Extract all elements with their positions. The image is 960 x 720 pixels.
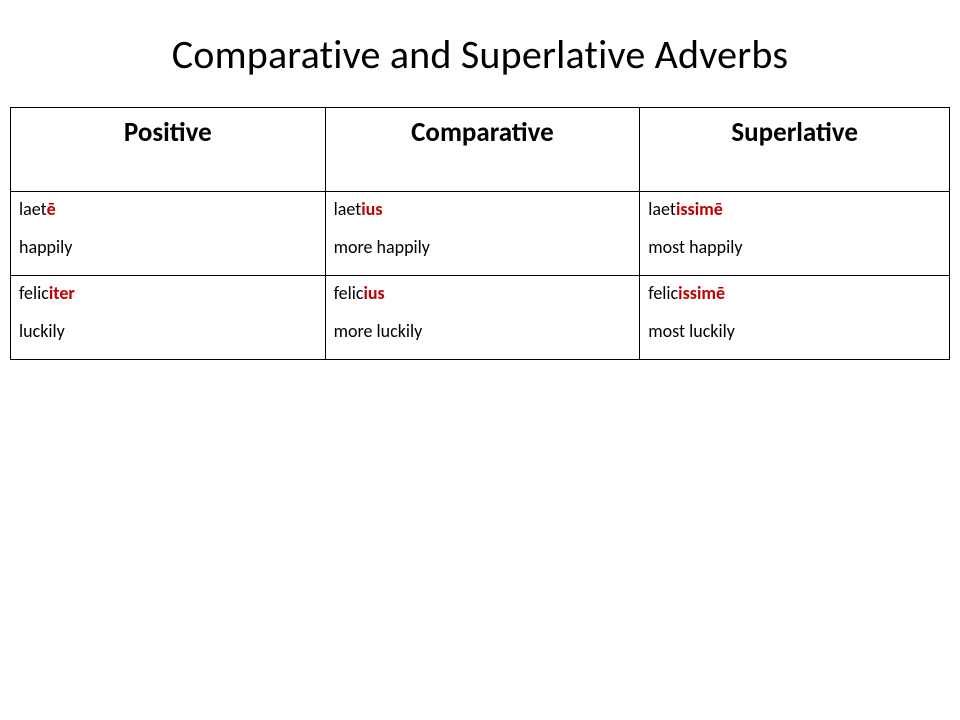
table-header-row: Positive Comparative Superlative [11,108,950,192]
cell-superlative: laetissimē most happily [640,192,950,276]
stem: laet [334,198,362,220]
latin-word: felicissimē [648,282,941,304]
stem: felic [648,282,678,304]
latin-word: feliciter [19,282,317,304]
latin-word: laetius [334,198,632,220]
cell-positive: feliciter luckily [11,276,326,360]
stem: felic [19,282,49,304]
stem: felic [334,282,364,304]
suffix: ius [363,282,384,304]
col-header-positive: Positive [11,108,326,192]
suffix: iter [49,282,75,304]
english-gloss: most happily [648,236,941,258]
english-gloss: more happily [334,236,632,258]
latin-word: laetē [19,198,317,220]
cell-comparative: laetius more happily [325,192,640,276]
latin-word: laetissimē [648,198,941,220]
adverb-table: Positive Comparative Superlative laetē h… [10,107,950,360]
col-header-comparative: Comparative [325,108,640,192]
cell-comparative: felicius more luckily [325,276,640,360]
slide: Comparative and Superlative Adverbs Posi… [0,0,960,720]
suffix: issimē [678,282,725,304]
latin-word: felicius [334,282,632,304]
suffix: ius [361,198,382,220]
english-gloss: happily [19,236,317,258]
col-header-superlative: Superlative [640,108,950,192]
english-gloss: luckily [19,320,317,342]
table-row: laetē happily laetius more happily laeti… [11,192,950,276]
stem: laet [648,198,676,220]
table-row: feliciter luckily felicius more luckily … [11,276,950,360]
suffix: issimē [676,198,723,220]
cell-positive: laetē happily [11,192,326,276]
page-title: Comparative and Superlative Adverbs [10,30,950,79]
cell-superlative: felicissimē most luckily [640,276,950,360]
english-gloss: most luckily [648,320,941,342]
stem: laet [19,198,47,220]
suffix: ē [47,198,56,220]
english-gloss: more luckily [334,320,632,342]
